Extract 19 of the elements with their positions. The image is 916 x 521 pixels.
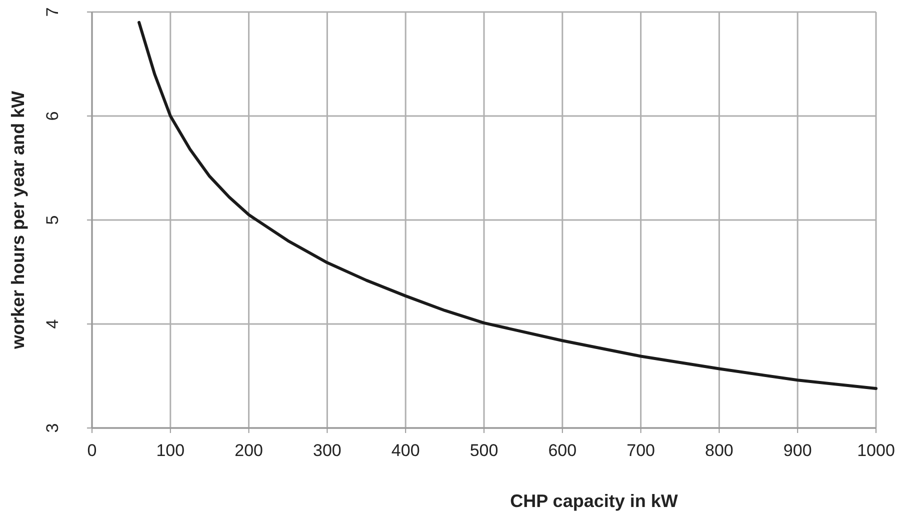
line-series (138, 20, 878, 390)
x-tick-label: 300 (313, 441, 342, 460)
x-tick-label: 1000 (857, 441, 895, 460)
y-tick-label: 5 (42, 215, 62, 225)
x-tick-label: 800 (705, 441, 734, 460)
y-tick-label: 3 (42, 423, 62, 433)
y-axis-title: worker hours per year and kW (8, 90, 28, 350)
y-tick-label: 7 (42, 7, 62, 17)
x-tick-label: 600 (548, 441, 577, 460)
x-tick-label: 500 (470, 441, 498, 460)
x-axis-title: CHP capacity in kW (510, 491, 678, 511)
x-tick-label: 400 (391, 441, 420, 460)
x-tick-label: 200 (234, 441, 263, 460)
x-tick-label: 100 (156, 441, 185, 460)
x-tick-label: 900 (783, 441, 812, 460)
y-tick-label: 6 (42, 111, 62, 121)
x-tick-label: 0 (87, 441, 97, 460)
x-tick-label: 700 (626, 441, 655, 460)
y-tick-label: 4 (42, 319, 62, 329)
